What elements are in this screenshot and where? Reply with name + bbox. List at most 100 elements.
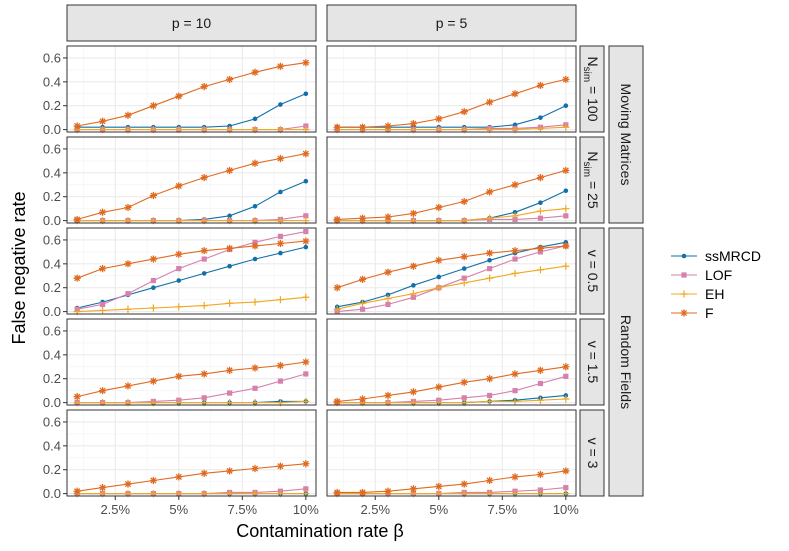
- data-point-F: [409, 485, 417, 493]
- data-point-LOF: [512, 256, 518, 262]
- data-point-F: [276, 239, 285, 248]
- data-point-F: [409, 209, 417, 218]
- legend-label: F: [705, 305, 714, 321]
- data-point-F: [302, 460, 310, 468]
- data-point-LOF: [461, 395, 467, 401]
- data-point-F: [562, 166, 570, 175]
- panel-r2-c0: [66, 227, 317, 316]
- data-point-F: [536, 174, 545, 182]
- data-point-ssMRCD: [538, 200, 543, 205]
- panel-r4-c1: [326, 409, 577, 498]
- data-point-LOF: [150, 277, 156, 284]
- legend: ssMRCD LOF EH F: [671, 248, 761, 321]
- data-point-EH: [435, 284, 443, 292]
- data-point-F: [226, 366, 234, 374]
- series-line-F: [337, 366, 566, 402]
- x-tick-label: 5%: [169, 502, 188, 517]
- data-point-F: [124, 382, 132, 390]
- panel-border: [66, 136, 317, 224]
- data-point-F: [333, 397, 341, 406]
- data-point-F: [251, 464, 259, 473]
- data-point-LOF: [201, 256, 207, 262]
- data-point-ssMRCD: [151, 285, 156, 291]
- data-point-F: [149, 377, 157, 385]
- row-strip: v = 1.5: [579, 318, 605, 406]
- series-F: [73, 150, 310, 224]
- y-tick-label: 0.0: [43, 395, 61, 410]
- axes: 0.0 0.2 0.4 0.6 0.0 0.2 0.4 0.6 0.0 0.2 0.4 0.6 0.0 0…: [43, 50, 579, 517]
- group-strip-bg: [608, 227, 644, 497]
- data-point-LOF: [359, 306, 366, 312]
- data-point-ssMRCD: [538, 115, 543, 120]
- legend-label: LOF: [705, 267, 732, 283]
- data-point-F: [358, 123, 367, 131]
- data-point-ssMRCD: [176, 278, 182, 283]
- y-tick-label: 0.6: [43, 232, 61, 247]
- row-strip-label-rest: = 25: [585, 177, 601, 209]
- series-F: [73, 358, 310, 401]
- series-line-F: [77, 463, 306, 492]
- group-strip-bg: [608, 45, 644, 224]
- data-point-EH: [511, 212, 519, 220]
- data-point-EH: [562, 262, 570, 270]
- data-point-F: [384, 213, 392, 221]
- x-tick-label: 7.5%: [487, 502, 517, 517]
- panel-r0-c1: [326, 45, 577, 134]
- data-point-F: [536, 470, 545, 479]
- group-strip: Random Fields: [608, 227, 644, 497]
- data-point-EH: [149, 304, 157, 312]
- data-point-F: [511, 247, 519, 255]
- data-point-F: [251, 159, 259, 167]
- data-point-F: [562, 242, 570, 250]
- column-strip-bg: [326, 4, 577, 42]
- data-point-F: [562, 75, 570, 84]
- row-strip-label-base: N: [585, 151, 601, 161]
- data-point-F: [460, 108, 468, 116]
- data-point-F: [460, 253, 468, 261]
- data-point-F: [98, 484, 107, 492]
- y-tick-label: 0.0: [43, 486, 61, 501]
- y-tick-label: 0.6: [43, 414, 61, 429]
- y-tick-label: 0.4: [43, 256, 61, 271]
- data-point-F: [73, 274, 81, 282]
- data-point-EH: [251, 298, 259, 306]
- data-point-F: [409, 388, 417, 396]
- data-point-LOF: [563, 485, 569, 491]
- data-point-LOF: [125, 291, 131, 297]
- data-point-F: [98, 117, 107, 125]
- series-F: [333, 363, 570, 406]
- data-point-LOF: [201, 395, 207, 401]
- data-point-F: [384, 268, 392, 276]
- data-point-F: [200, 174, 208, 182]
- series-line-EH: [77, 296, 306, 313]
- y-axis-title: False negative rate: [9, 191, 29, 344]
- data-point-EH: [562, 123, 570, 131]
- panel-border: [326, 227, 577, 315]
- data-point-F: [358, 214, 367, 222]
- data-point-LOF: [303, 228, 309, 235]
- data-point-F: [200, 247, 208, 255]
- series-line-F: [337, 470, 566, 493]
- panel-border: [326, 409, 577, 497]
- data-point-LOF: [99, 301, 106, 308]
- x-tick-label: 5%: [429, 502, 448, 517]
- data-point-ssMRCD: [227, 263, 232, 269]
- series-line-EH: [77, 400, 306, 404]
- legend-item-LOF: LOF: [671, 267, 732, 283]
- data-point-EH: [486, 397, 494, 406]
- data-point-F: [333, 284, 341, 292]
- data-point-F: [384, 122, 392, 130]
- data-point-ssMRCD: [252, 203, 258, 209]
- data-point-EH: [124, 305, 132, 313]
- data-point-F: [175, 182, 183, 190]
- series-line-LOF: [77, 231, 306, 310]
- panel-r1-c1: [326, 136, 577, 225]
- data-point-F: [486, 98, 494, 106]
- data-point-F: [149, 476, 157, 485]
- legend-key-marker: [680, 309, 688, 317]
- x-tick-label: 10%: [293, 502, 319, 517]
- data-point-LOF: [537, 380, 544, 387]
- row-strip: Nsim = 25: [579, 136, 605, 224]
- data-point-LOF: [461, 275, 467, 281]
- data-point-LOF: [303, 213, 309, 219]
